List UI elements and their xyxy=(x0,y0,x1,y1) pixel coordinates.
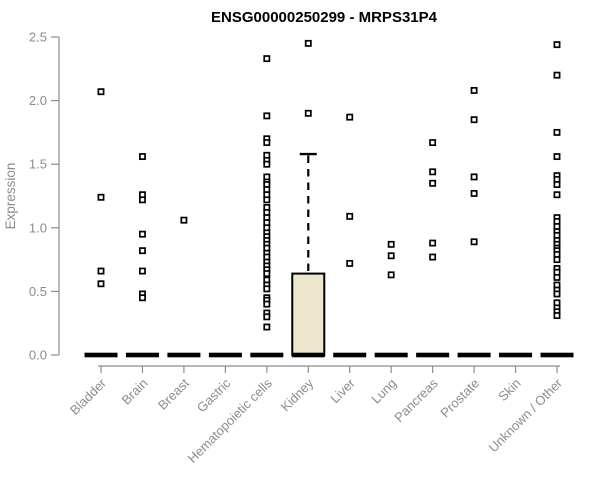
y-tick-label: 2.5 xyxy=(29,30,47,45)
chart-title: ENSG00000250299 - MRPS31P4 xyxy=(211,9,438,26)
x-category-label: Unknown / Other xyxy=(486,375,566,455)
x-category-label: Gastric xyxy=(194,375,234,415)
y-tick-label: 1.5 xyxy=(29,157,47,172)
x-category-label: Liver xyxy=(327,375,358,406)
y-tick-label: 0.0 xyxy=(29,348,47,363)
x-category-label: Brain xyxy=(119,376,151,408)
y-tick-label: 2.0 xyxy=(29,93,47,108)
y-axis-label: Expression xyxy=(3,163,18,230)
zero-median-bars xyxy=(84,352,574,358)
y-tick-label: 1.0 xyxy=(29,220,47,235)
y-axis: 0.0 0.5 1.0 1.5 2.0 2.5 xyxy=(29,30,60,363)
data-points xyxy=(97,39,561,331)
x-category-label: Lung xyxy=(368,376,399,407)
x-category-label: Kidney xyxy=(278,375,317,414)
x-category-label: Pancreas xyxy=(391,375,441,425)
x-category-label: Skin xyxy=(495,376,523,404)
kidney-boxplot xyxy=(291,152,326,357)
x-category-label: Breast xyxy=(155,375,192,412)
y-tick-label: 0.5 xyxy=(29,284,47,299)
x-category-label: Prostate xyxy=(437,376,482,421)
x-category-label: Bladder xyxy=(67,375,110,418)
